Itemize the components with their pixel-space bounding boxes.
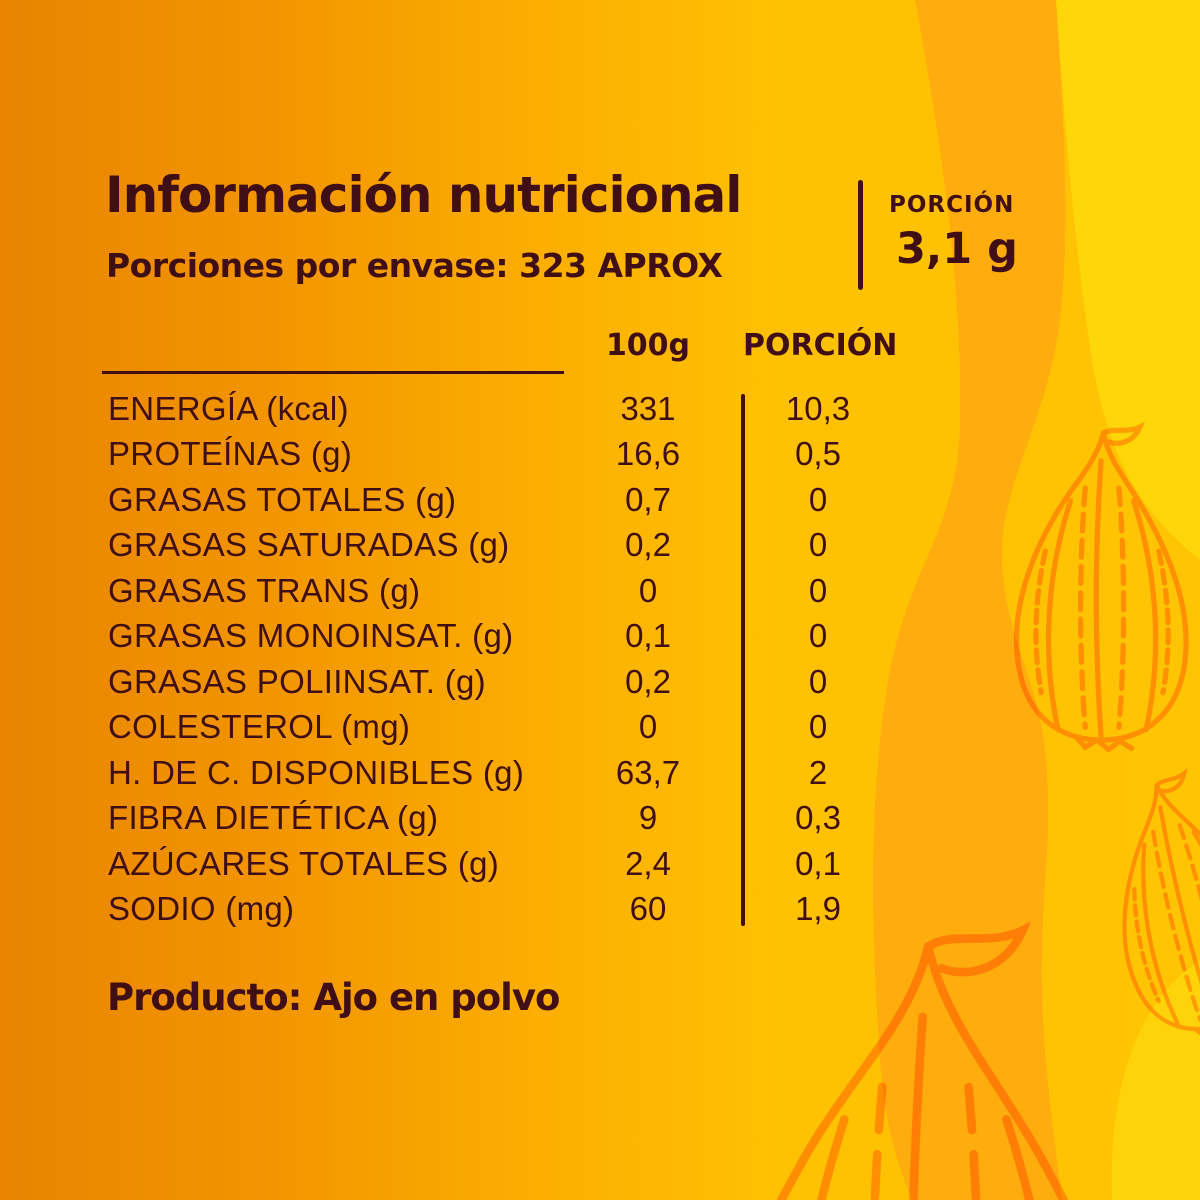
row-label: FIBRA DIETÉTICA (g) <box>108 799 439 837</box>
row-value-100g: 63,7 <box>615 753 681 791</box>
row-value-100g: 0 <box>638 708 658 746</box>
row-value-100g: 331 <box>620 389 676 427</box>
wave-ribbon-shape <box>873 0 1066 1200</box>
row-label: SODIO (mg) <box>108 890 295 928</box>
page-title: Información nutricional <box>105 166 742 224</box>
portion-value: 3,1 g <box>896 224 1018 274</box>
row-label: H. DE C. DISPONIBLES (g) <box>108 753 525 791</box>
column-header-100g: 100g <box>605 327 691 363</box>
table-row: PROTEÍNAS (g) 16,6 0,5 <box>108 432 898 478</box>
portion-label: PORCIÓN <box>889 192 1015 218</box>
row-value-portion: 0 <box>808 708 828 746</box>
table-top-rule <box>102 371 564 374</box>
row-value-100g: 0,2 <box>625 662 671 700</box>
table-row: GRASAS TOTALES (g) 0,7 0 <box>108 477 898 523</box>
row-value-portion: 0 <box>808 480 828 518</box>
row-value-100g: 0,2 <box>625 526 671 564</box>
table-row: FIBRA DIETÉTICA (g) 9 0,3 <box>108 796 898 842</box>
table-row: H. DE C. DISPONIBLES (g) 63,7 2 <box>108 750 898 796</box>
table-row: AZÚCARES TOTALES (g) 2,4 0,1 <box>108 841 898 887</box>
table-body: ENERGÍA (kcal) 331 10,3 PROTEÍNAS (g) 16… <box>108 386 898 932</box>
table-header-row: 100g PORCIÓN <box>102 326 898 374</box>
row-value-portion: 1,9 <box>795 890 841 928</box>
header-divider <box>858 180 863 290</box>
row-label: GRASAS TOTALES (g) <box>108 480 457 518</box>
row-value-portion: 0,3 <box>795 799 841 837</box>
row-value-portion: 0,1 <box>795 844 841 882</box>
row-value-portion: 2 <box>808 753 828 791</box>
row-label: GRASAS POLIINSAT. (g) <box>108 662 486 700</box>
row-value-portion: 0,5 <box>795 435 841 473</box>
row-value-portion: 0 <box>808 662 828 700</box>
row-label: AZÚCARES TOTALES (g) <box>108 844 500 882</box>
table-row: COLESTEROL (mg) 0 0 <box>108 705 898 751</box>
table-row: GRASAS TRANS (g) 0 0 <box>108 568 898 614</box>
bright-corner-shape <box>1056 0 1200 560</box>
servings-line: Porciones por envase: 323 APROX <box>106 246 723 285</box>
table-row: GRASAS SATURADAS (g) 0,2 0 <box>108 523 898 569</box>
row-value-portion: 10,3 <box>785 389 851 427</box>
product-line: Producto: Ajo en polvo <box>107 976 560 1019</box>
row-value-100g: 9 <box>638 799 658 837</box>
row-value-portion: 0 <box>808 571 828 609</box>
table-row: SODIO (mg) 60 1,9 <box>108 887 898 933</box>
row-value-portion: 0 <box>808 617 828 655</box>
table-row: GRASAS POLIINSAT. (g) 0,2 0 <box>108 659 898 705</box>
row-value-100g: 60 <box>629 890 667 928</box>
row-value-100g: 0,1 <box>625 617 671 655</box>
row-value-100g: 2,4 <box>625 844 671 882</box>
row-label: GRASAS SATURADAS (g) <box>108 526 510 564</box>
row-value-portion: 0 <box>808 526 828 564</box>
row-label: PROTEÍNAS (g) <box>108 435 353 473</box>
row-label: COLESTEROL (mg) <box>108 708 411 746</box>
table-row: ENERGÍA (kcal) 331 10,3 <box>108 386 898 432</box>
bright-bottom-shape <box>1111 960 1200 1200</box>
column-divider <box>741 394 745 926</box>
row-value-100g: 16,6 <box>615 435 681 473</box>
row-value-100g: 0,7 <box>625 480 671 518</box>
row-label: GRASAS MONOINSAT. (g) <box>108 617 514 655</box>
row-value-100g: 0 <box>638 571 658 609</box>
row-label: ENERGÍA (kcal) <box>108 389 349 427</box>
nutrition-table: 100g PORCIÓN ENERGÍA (kcal) 331 10,3 PRO… <box>102 326 898 932</box>
row-label: GRASAS TRANS (g) <box>108 571 421 609</box>
table-row: GRASAS MONOINSAT. (g) 0,1 0 <box>108 614 898 660</box>
column-header-portion: PORCIÓN <box>743 327 898 363</box>
